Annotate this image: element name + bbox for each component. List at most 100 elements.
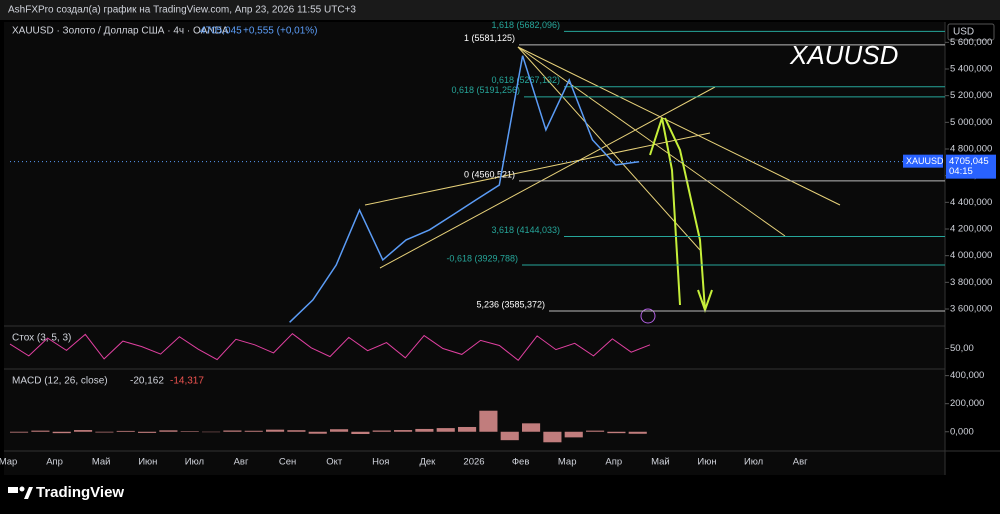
- fib-label: 0,618 (5191,256): [451, 85, 520, 95]
- x-tick-label: Ноя: [372, 457, 389, 468]
- chart-area: [4, 22, 945, 475]
- trend-line: [517, 46, 786, 237]
- fib-label: 5,236 (3585,372): [476, 299, 545, 309]
- x-tick-label: Июл: [744, 457, 763, 468]
- event-icon[interactable]: [640, 308, 656, 324]
- histogram-bar: [564, 431, 583, 438]
- currency-box[interactable]: [947, 23, 995, 41]
- price-tag: 4705,045: [949, 156, 989, 167]
- y-tick-label: 3 800,000: [950, 277, 992, 288]
- x-tick-label: Апр: [46, 457, 63, 468]
- histogram-bar: [394, 430, 413, 432]
- forecast-arrow: [649, 117, 681, 306]
- y-tick-label: 400,000: [950, 370, 984, 381]
- logo-mark: [19, 486, 25, 492]
- change: +0,555 (+0,01%): [243, 26, 318, 37]
- x-tick-label: 2026: [463, 457, 484, 468]
- x-tick-label: Май: [651, 457, 670, 468]
- x-tick-label: Окт: [326, 457, 343, 468]
- x-tick-label: Сен: [279, 457, 296, 468]
- y-tick-label: 50,00: [950, 343, 974, 354]
- footer-logo: TradingView: [8, 484, 124, 501]
- trend-line: [517, 46, 841, 206]
- forecast-arrow: [664, 117, 713, 314]
- histogram-bar: [266, 429, 285, 432]
- histogram-bar: [479, 410, 498, 432]
- histogram-bar: [372, 430, 391, 432]
- histogram-bar: [95, 431, 114, 433]
- logo-mark: [8, 487, 18, 493]
- histogram-bar: [159, 430, 178, 432]
- x-tick-label: Мар: [558, 457, 577, 468]
- x-tick-label: Июл: [185, 457, 204, 468]
- drawings: [364, 46, 841, 324]
- x-tick-label: Апр: [605, 457, 622, 468]
- histogram-bar: [607, 431, 626, 434]
- symbol-tag: XAUUSD: [906, 156, 944, 166]
- x-tick-label: Май: [92, 457, 111, 468]
- x-tick-label: Июн: [138, 457, 157, 468]
- y-tick-label: 5 600,000: [950, 37, 992, 48]
- macd-value: -14,317: [170, 376, 204, 387]
- x-tick-label: Дек: [419, 457, 436, 468]
- x-tick-label: Авг: [234, 457, 249, 468]
- histogram-bar: [436, 428, 455, 432]
- y-tick-label: 4 800,000: [950, 144, 992, 155]
- histogram-bar: [308, 431, 327, 434]
- currency: USD: [953, 27, 974, 38]
- histogram-bar: [223, 430, 242, 432]
- macd-value: -20,162: [130, 376, 164, 387]
- histogram-bar: [351, 431, 370, 434]
- y-tick-label: 5 400,000: [950, 64, 992, 75]
- x-tick-label: Фев: [512, 457, 530, 468]
- histogram-bar: [500, 431, 519, 441]
- stoch-title: Стох (3, 5, 3): [12, 333, 71, 344]
- fib-label: 1,618 (5682,096): [491, 20, 560, 30]
- histogram-bar: [31, 430, 50, 432]
- trend-line: [517, 46, 701, 251]
- logo-mark: [24, 487, 33, 499]
- trend-line: [379, 86, 716, 269]
- histogram-bar: [74, 430, 93, 432]
- y-tick-label: 3 600,000: [950, 304, 992, 315]
- histogram-bar: [10, 431, 29, 433]
- x-tick-label: Мар: [0, 457, 17, 468]
- last-price: 4705,045: [200, 26, 242, 37]
- macd-title: MACD (12, 26, close): [12, 376, 108, 387]
- y-tick-label: 5 200,000: [950, 90, 992, 101]
- fib-label: 0,618 (5267,132): [491, 75, 560, 85]
- x-tick-label: Авг: [793, 457, 808, 468]
- histogram-bar: [116, 430, 135, 432]
- histogram-bar: [586, 430, 605, 432]
- y-tick-label: 4 400,000: [950, 197, 992, 208]
- fib-label: 1 (5581,125): [464, 33, 515, 43]
- histogram-bar: [180, 431, 199, 432]
- footer: TradingView: [36, 484, 124, 501]
- histogram-bar: [330, 429, 349, 432]
- histogram-bar: [458, 426, 477, 432]
- histogram-bar: [138, 431, 157, 433]
- y-tick-label: 0,000: [950, 426, 974, 437]
- countdown: 04:15: [949, 166, 973, 177]
- fib-label: 3,618 (4144,033): [491, 225, 560, 235]
- y-tick-label: 5 000,000: [950, 117, 992, 128]
- histogram-bar: [522, 423, 541, 432]
- fib-label: -0,618 (3929,788): [446, 253, 518, 263]
- x-tick-label: Июн: [697, 457, 716, 468]
- header: AshFXPro создал(а) график на TradingView…: [8, 4, 356, 16]
- histogram-bar: [52, 431, 71, 434]
- histogram-bar: [244, 430, 263, 432]
- y-tick-label: 4 000,000: [950, 250, 992, 261]
- y-tick-label: 4 200,000: [950, 224, 992, 235]
- symbol-tag-box: [903, 154, 943, 168]
- histogram-bar: [543, 431, 562, 443]
- fib-label: 0 (4560,521): [464, 169, 515, 179]
- series-line: [289, 55, 640, 323]
- symbol: XAUUSD · Золото / Доллар США · 4ч · OAND…: [12, 26, 229, 37]
- header-bar: [0, 0, 1000, 20]
- series-line: [9, 333, 651, 362]
- histogram-bar: [287, 430, 306, 432]
- histogram-bar: [628, 431, 647, 434]
- y-tick-label: 200,000: [950, 398, 984, 409]
